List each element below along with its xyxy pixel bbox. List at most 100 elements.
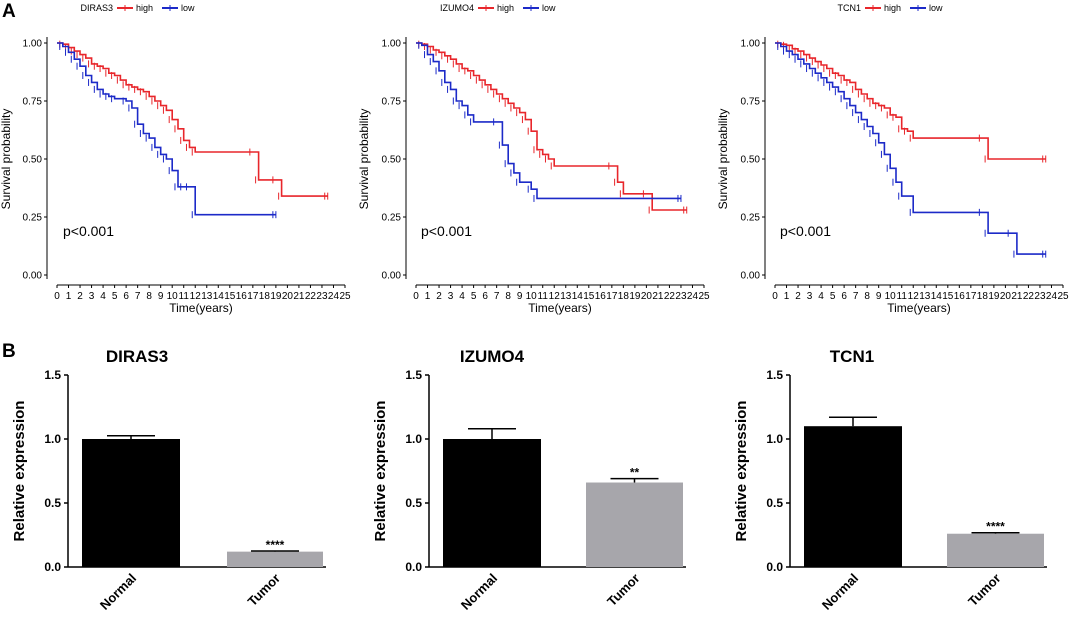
bar-y-tick-label: 0.0: [405, 560, 422, 574]
km-y-tick-label: 1.00: [23, 39, 43, 50]
km-x-tick-label: 18: [618, 291, 630, 302]
km-x-tick-label: 24: [1046, 291, 1058, 302]
bar-y-tick-label: 0.0: [766, 560, 783, 574]
bar-chart-title: DIRAS3: [106, 347, 168, 366]
bar-y-tick-label: 0.5: [405, 496, 422, 510]
km-x-tick-label: 12: [190, 291, 202, 302]
bar-chart-diras3: DIRAS3 0.0 0.5 1.0 1.5 Relative expression Nor…: [11, 347, 326, 613]
km-x-tick-label: 16: [236, 291, 248, 302]
km-x-tick-label: 3: [89, 291, 95, 302]
bar-tumor: [947, 533, 1044, 567]
km-x-tick-label: 7: [494, 291, 500, 302]
km-x-tick-label: 2: [795, 291, 801, 302]
bar-category-label: Normal: [819, 571, 861, 613]
legend-low-label: low: [181, 3, 195, 13]
km-x-tick-label: 0: [772, 291, 778, 302]
km-curve-low: [57, 42, 276, 216]
km-x-tick-label: 1: [425, 291, 431, 302]
km-y-tick-label: 1.00: [741, 39, 761, 50]
km-y-axis-label: Survival probability: [716, 109, 730, 210]
km-x-tick-label: 22: [305, 291, 317, 302]
km-x-tick-label: 0: [54, 291, 60, 302]
km-y-tick-label: 0.25: [741, 213, 761, 224]
km-x-tick-label: 15: [942, 291, 954, 302]
bar-chart-title: TCN1: [830, 347, 874, 366]
km-x-tick-label: 8: [864, 291, 870, 302]
km-x-tick-label: 13: [560, 291, 572, 302]
km-x-tick-label: 5: [830, 291, 836, 302]
bar-y-tick-label: 1.5: [44, 368, 61, 382]
bar-y-tick-label: 1.5: [405, 368, 422, 382]
bar-category-label: Normal: [458, 571, 500, 613]
km-pvalue: p<0.001: [63, 223, 114, 239]
km-curve-high: [57, 42, 328, 197]
km-y-tick-label: 0.50: [382, 155, 402, 166]
km-x-tick-label: 19: [270, 291, 282, 302]
km-x-axis-label: Time(years): [887, 301, 951, 315]
km-x-tick-label: 1: [66, 291, 72, 302]
bar-y-tick-label: 0.5: [44, 496, 61, 510]
km-x-tick-label: 2: [77, 291, 83, 302]
km-x-tick-label: 4: [100, 291, 106, 302]
km-x-tick-label: 3: [448, 291, 454, 302]
km-curve-low: [416, 42, 681, 200]
panel-label-b: B: [2, 341, 16, 362]
km-x-tick-label: 16: [595, 291, 607, 302]
km-legend: DIRAS3 high low: [80, 3, 195, 13]
bar-tumor: [227, 551, 323, 567]
km-x-tick-label: 18: [259, 291, 271, 302]
km-x-tick-label: 2: [436, 291, 442, 302]
km-x-tick-label: 5: [112, 291, 118, 302]
bar-y-axis-label: Relative expression: [11, 401, 28, 542]
km-x-tick-label: 18: [977, 291, 989, 302]
km-x-tick-label: 11: [897, 291, 908, 302]
km-x-tick-label: 11: [538, 291, 549, 302]
km-x-tick-label: 23: [675, 291, 687, 302]
bar-chart-izumo4: IZUMO4 0.0 0.5 1.0 1.5 Relative expression Nor…: [372, 347, 686, 613]
bar-y-axis-label: Relative expression: [733, 401, 750, 542]
km-x-tick-label: 6: [482, 291, 488, 302]
bar-normal: [443, 439, 541, 567]
km-x-tick-label: 0: [413, 291, 419, 302]
legend-high-label: high: [497, 3, 514, 13]
km-y-tick-label: 0.50: [23, 155, 43, 166]
bar-y-tick-label: 1.5: [766, 368, 783, 382]
km-x-axis-label: Time(years): [528, 301, 592, 315]
km-pvalue: p<0.001: [780, 223, 831, 239]
km-x-tick-label: 24: [328, 291, 340, 302]
legend-high-label: high: [136, 3, 153, 13]
km-x-tick-label: 20: [1000, 291, 1012, 302]
km-x-tick-label: 15: [583, 291, 595, 302]
km-x-tick-label: 20: [641, 291, 653, 302]
bar-category-label: Tumor: [245, 571, 284, 610]
bar-chart-tcn1: TCN1 0.0 0.5 1.0 1.5 Relative expression Norma…: [733, 347, 1047, 613]
bar-y-tick-label: 1.0: [766, 432, 783, 446]
km-x-axis-label: Time(years): [169, 301, 233, 315]
km-x-tick-label: 9: [876, 291, 882, 302]
km-legend: IZUMO4 high low: [440, 3, 556, 13]
bar-y-tick-label: 1.0: [405, 432, 422, 446]
km-x-tick-label: 19: [988, 291, 1000, 302]
km-x-tick-label: 9: [158, 291, 164, 302]
km-x-tick-label: 21: [1011, 291, 1023, 302]
bar-y-tick-label: 0.5: [766, 496, 783, 510]
km-x-tick-label: 4: [459, 291, 465, 302]
km-x-tick-label: 14: [213, 291, 225, 302]
km-x-tick-label: 3: [807, 291, 813, 302]
km-y-tick-label: 0.25: [23, 213, 43, 224]
km-y-tick-label: 0.00: [382, 271, 402, 282]
km-x-tick-label: 14: [931, 291, 943, 302]
km-pvalue: p<0.001: [421, 223, 472, 239]
km-x-tick-label: 13: [201, 291, 213, 302]
km-x-tick-label: 17: [965, 291, 977, 302]
km-y-tick-label: 0.00: [23, 271, 43, 282]
km-x-tick-label: 21: [652, 291, 664, 302]
km-y-tick-label: 0.50: [741, 155, 761, 166]
bar-tumor: [586, 482, 683, 567]
km-x-tick-label: 23: [316, 291, 328, 302]
km-x-tick-label: 20: [282, 291, 294, 302]
